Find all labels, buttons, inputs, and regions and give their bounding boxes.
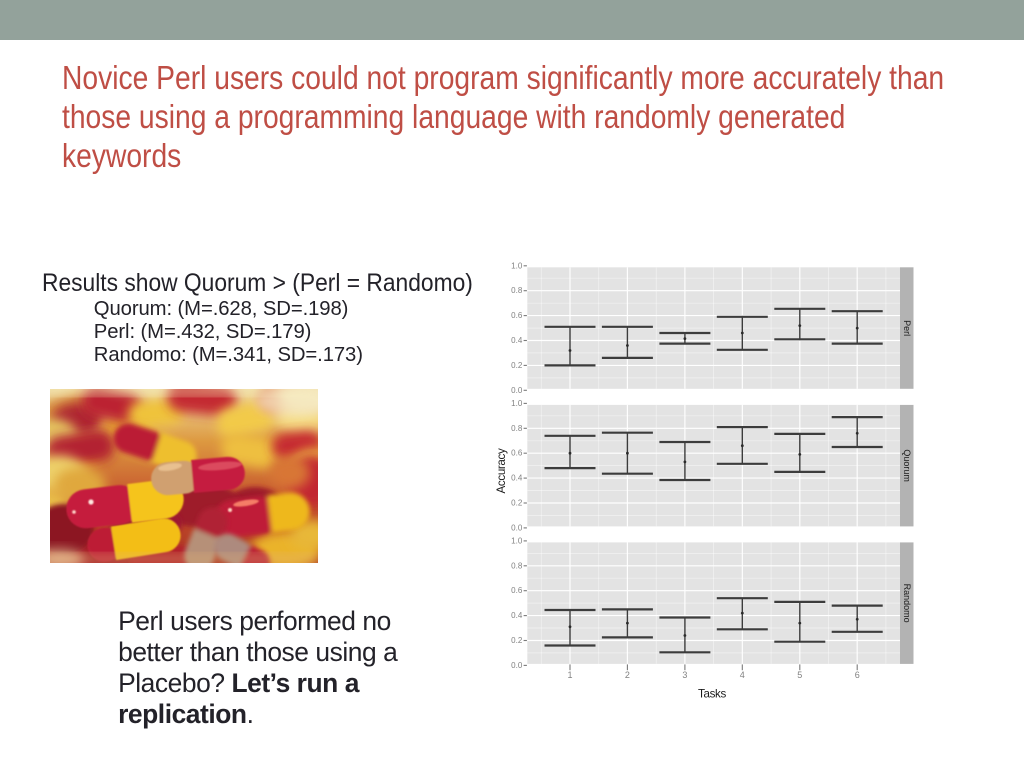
svg-text:0.8: 0.8	[511, 286, 523, 295]
svg-text:0.2: 0.2	[511, 499, 523, 508]
svg-text:0.8: 0.8	[511, 424, 523, 433]
svg-text:4: 4	[740, 670, 745, 680]
svg-text:0.2: 0.2	[511, 361, 523, 370]
svg-text:Quorum: Quorum	[902, 449, 912, 482]
svg-text:0.6: 0.6	[511, 449, 523, 458]
svg-text:1: 1	[567, 670, 572, 680]
svg-text:3: 3	[682, 670, 687, 680]
svg-text:0.4: 0.4	[511, 611, 523, 620]
svg-text:0.0: 0.0	[511, 661, 523, 670]
svg-text:0.4: 0.4	[511, 474, 523, 483]
svg-text:0.4: 0.4	[511, 336, 523, 345]
svg-text:Tasks: Tasks	[698, 688, 726, 701]
svg-text:0.2: 0.2	[511, 636, 523, 645]
svg-text:0.8: 0.8	[511, 561, 523, 570]
svg-text:0.0: 0.0	[511, 386, 523, 395]
svg-text:Randomo: Randomo	[902, 584, 912, 623]
svg-text:1.0: 1.0	[511, 261, 523, 270]
svg-text:2: 2	[625, 670, 630, 680]
svg-text:6: 6	[855, 670, 860, 680]
svg-text:Perl: Perl	[902, 320, 912, 336]
svg-text:1.0: 1.0	[511, 536, 523, 545]
svg-text:5: 5	[797, 670, 802, 680]
svg-text:Accuracy: Accuracy	[495, 448, 508, 493]
svg-text:0.6: 0.6	[511, 311, 523, 320]
svg-text:0.6: 0.6	[511, 586, 523, 595]
svg-text:0.0: 0.0	[511, 523, 523, 532]
svg-text:1.0: 1.0	[511, 399, 523, 408]
